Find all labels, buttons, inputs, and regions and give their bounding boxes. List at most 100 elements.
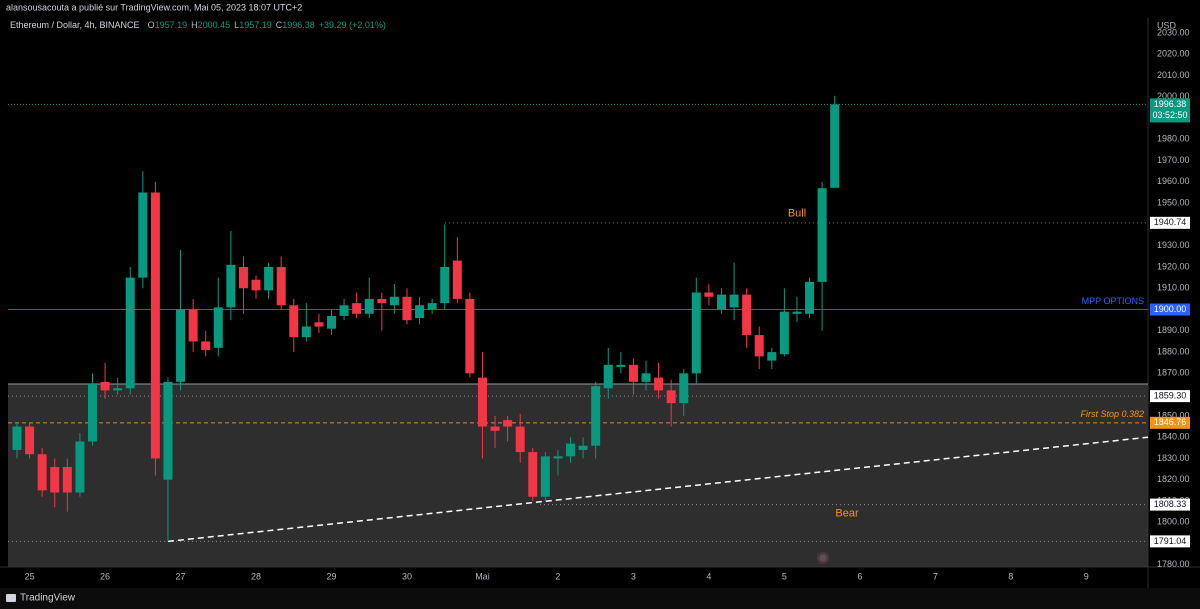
countdown: 03:52:50: [1152, 110, 1187, 120]
brand-logo: [6, 594, 16, 602]
price-tag: [1150, 535, 1190, 548]
candle-body: [402, 296, 412, 321]
candle-body: [100, 381, 110, 391]
y-tick-label: 1950.00: [1157, 198, 1190, 208]
candle-body: [276, 266, 286, 306]
candle-body: [603, 364, 613, 389]
y-tick-label: 1890.00: [1157, 325, 1190, 335]
y-tick-label: 1880.00: [1157, 346, 1190, 356]
candle-body: [150, 192, 160, 459]
candle-body: [125, 277, 135, 389]
candle-body: [679, 373, 689, 404]
shaded-zone: [8, 384, 1148, 567]
annotation: Bear: [835, 508, 859, 520]
candle-body: [301, 326, 311, 338]
candle-body: [830, 104, 840, 188]
candle-body: [314, 322, 324, 327]
candle-body: [566, 443, 576, 457]
candle-body: [616, 364, 626, 367]
candle-body: [503, 420, 513, 427]
candle-body: [477, 377, 487, 427]
candle-body: [75, 441, 85, 493]
price-tag: [1150, 416, 1190, 429]
level-name: First Stop 0.382: [1080, 409, 1144, 419]
y-tick-label: 2020.00: [1157, 49, 1190, 59]
candle-body: [716, 294, 726, 310]
publisher-line: alansousacouta a publié sur TradingView.…: [6, 2, 302, 12]
legend-value: 1957.19: [239, 20, 272, 30]
y-tick-label: 1820.00: [1157, 474, 1190, 484]
candle-body: [62, 466, 72, 493]
y-tick-label: 1960.00: [1157, 176, 1190, 186]
candle-body: [792, 311, 802, 314]
candle-body: [201, 341, 211, 350]
legend-key: H: [191, 20, 198, 30]
x-tick-label: Mai: [475, 571, 490, 581]
candle-body: [452, 260, 462, 299]
last-price-label: 1996.38: [1154, 99, 1187, 109]
candle-body: [440, 266, 450, 304]
candle-body: [327, 315, 336, 329]
x-tick-label: 27: [176, 571, 186, 581]
price-tag-label: 1900.00: [1154, 304, 1187, 314]
candle-body: [188, 309, 198, 342]
candle-body: [138, 192, 148, 278]
legend-key: O: [148, 20, 155, 30]
x-tick-label: 6: [857, 571, 862, 581]
candle-body: [238, 266, 248, 289]
price-tag-label: 1808.33: [1154, 499, 1187, 509]
price-tag-label: 1791.04: [1154, 536, 1187, 546]
brand: TradingView: [20, 593, 76, 604]
price-tag: [1150, 498, 1190, 511]
candle-body: [729, 294, 739, 308]
candle-body: [163, 381, 173, 480]
candle-body: [515, 426, 525, 453]
y-tick-label: 1780.00: [1157, 559, 1190, 569]
x-tick-label: 25: [25, 571, 35, 581]
legend-symbol: Ethereum / Dollar, 4h, BINANCE: [10, 20, 140, 30]
y-tick-label: 1800.00: [1157, 517, 1190, 527]
legend-key: C: [276, 20, 283, 30]
y-tick-label: 1920.00: [1157, 261, 1190, 271]
price-tag-label: 1940.74: [1154, 217, 1187, 227]
x-tick-label: 7: [933, 571, 938, 581]
legend-value: 1996.38: [282, 20, 315, 30]
candle-body: [289, 305, 299, 338]
candle-body: [251, 279, 261, 291]
candle-body: [427, 303, 437, 310]
price-tag-label: 1859.30: [1154, 391, 1187, 401]
y-tick-label: 1870.00: [1157, 368, 1190, 378]
price-tag-label: 1846.76: [1154, 417, 1187, 427]
x-tick-label: 26: [100, 571, 110, 581]
x-tick-label: 9: [1084, 571, 1089, 581]
candle-body: [389, 296, 399, 306]
legend-change: +39.29 (+2.01%): [319, 20, 386, 30]
price-tag: [1150, 303, 1190, 316]
currency: USD: [1157, 20, 1177, 30]
candle-body: [264, 266, 274, 291]
candle-body: [25, 426, 35, 455]
footer-bar: [0, 588, 1200, 609]
trendline: [167, 436, 1149, 543]
y-tick-label: 1830.00: [1157, 453, 1190, 463]
y-tick-label: 2010.00: [1157, 70, 1190, 80]
candle-body: [742, 294, 752, 336]
candle-body: [176, 309, 186, 382]
y-tick-label: 1840.00: [1157, 432, 1190, 442]
y-tick-label: 1930.00: [1157, 240, 1190, 250]
x-tick-label: 2: [555, 571, 560, 581]
x-tick-label: 3: [631, 571, 636, 581]
candle-body: [578, 445, 588, 450]
x-tick-label: 5: [782, 571, 787, 581]
legend-value: 1957.19: [155, 20, 188, 30]
legend-value: 2000.45: [198, 20, 231, 30]
candle-body: [628, 364, 638, 382]
candle-body: [553, 456, 563, 459]
x-tick-label: 30: [402, 571, 412, 581]
candle-body: [226, 264, 236, 308]
candle-body: [754, 335, 764, 357]
price-tag: [1150, 390, 1190, 403]
candle-body: [817, 188, 827, 282]
